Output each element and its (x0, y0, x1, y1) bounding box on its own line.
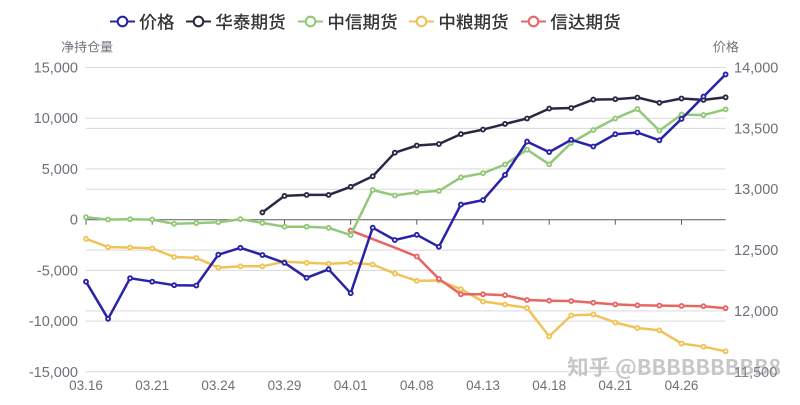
svg-text:14,000: 14,000 (734, 61, 778, 77)
svg-text:0: 0 (70, 213, 78, 229)
svg-text:5,000: 5,000 (42, 162, 78, 178)
svg-text:04.13: 04.13 (466, 378, 500, 393)
svg-text:-15,000: -15,000 (29, 365, 78, 381)
svg-text:12,000: 12,000 (734, 304, 778, 320)
svg-text:10,000: 10,000 (34, 111, 78, 127)
svg-text:15,000: 15,000 (34, 61, 78, 77)
svg-text:13,000: 13,000 (734, 182, 778, 198)
svg-text:04.08: 04.08 (400, 378, 434, 393)
svg-text:04.01: 04.01 (334, 378, 368, 393)
svg-text:04.21: 04.21 (598, 378, 632, 393)
svg-text:04.18: 04.18 (532, 378, 566, 393)
svg-text:12,500: 12,500 (734, 243, 778, 259)
svg-text:03.21: 03.21 (135, 378, 169, 393)
svg-text:03.24: 03.24 (201, 378, 235, 393)
svg-text:04.26: 04.26 (665, 378, 699, 393)
svg-text:03.16: 03.16 (69, 378, 103, 393)
svg-text:11,500: 11,500 (734, 365, 777, 381)
svg-text:-5,000: -5,000 (37, 263, 78, 279)
svg-text:-10,000: -10,000 (29, 314, 78, 330)
svg-text:13,500: 13,500 (734, 121, 778, 137)
svg-text:03.29: 03.29 (268, 378, 302, 393)
